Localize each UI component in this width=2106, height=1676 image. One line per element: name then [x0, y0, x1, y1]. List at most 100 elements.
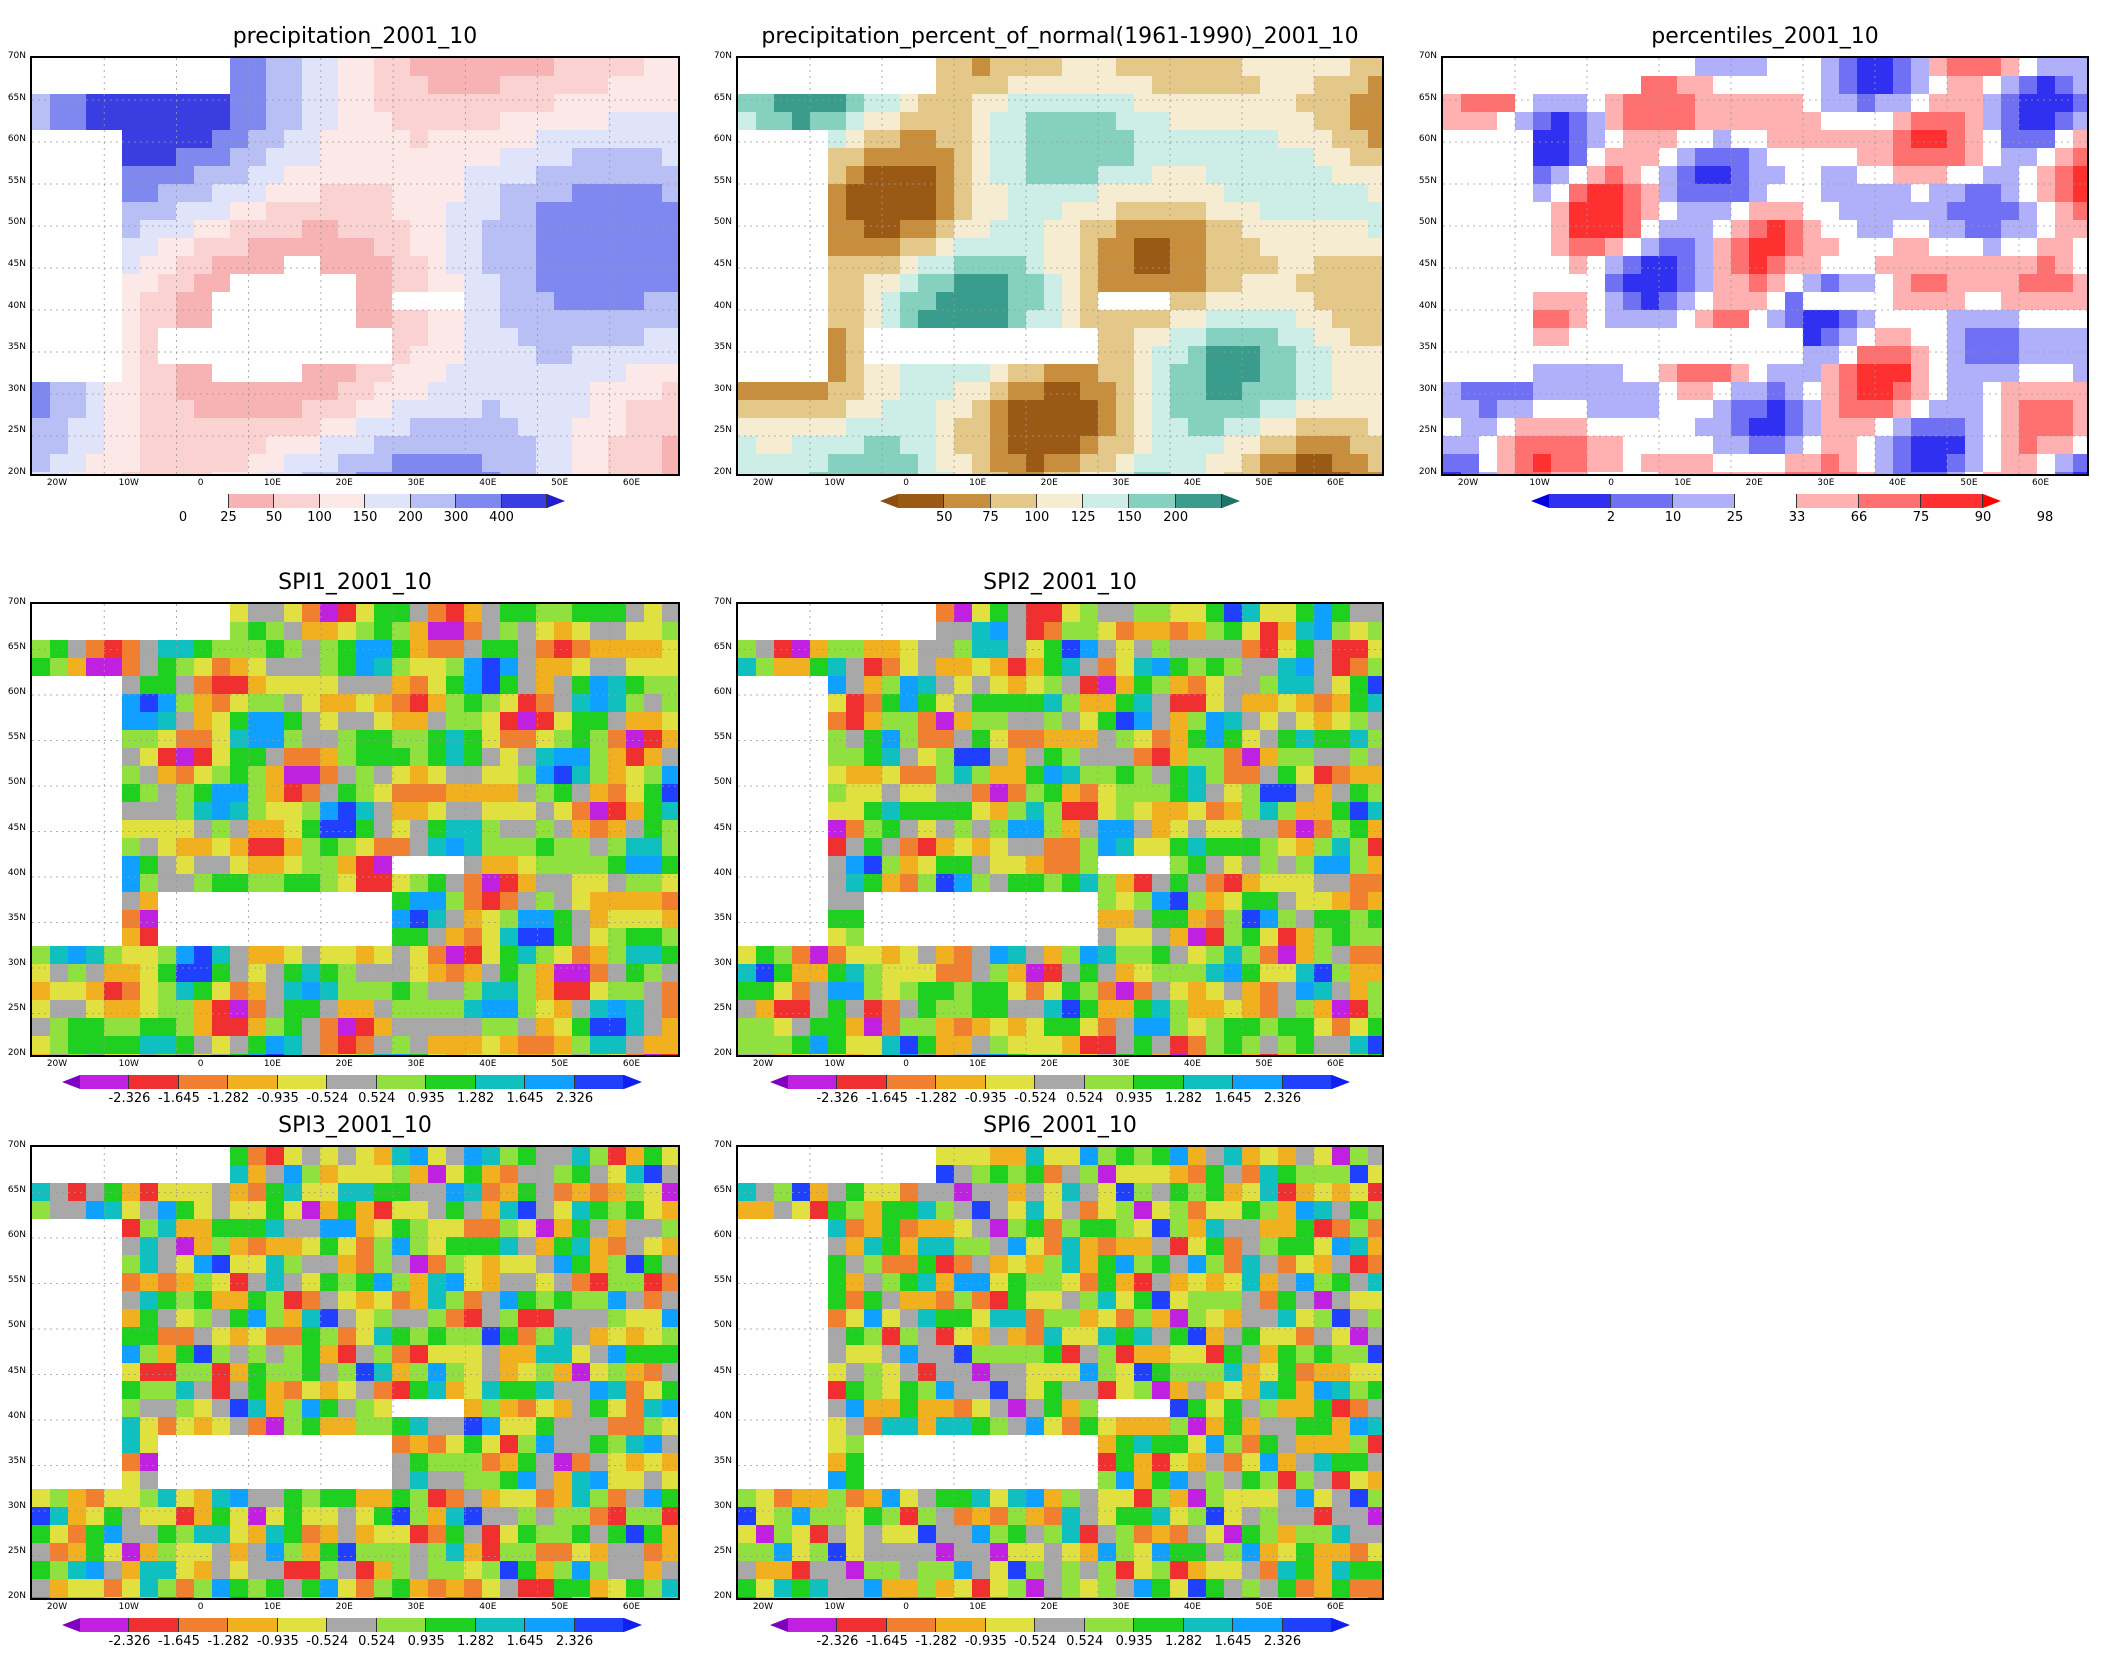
field-cell	[122, 148, 141, 167]
field-cell	[464, 622, 483, 641]
field-cell	[464, 694, 483, 713]
field-cell	[356, 1054, 375, 1057]
field-cell	[900, 418, 919, 437]
field-cell	[302, 310, 321, 329]
field-cell	[554, 712, 573, 731]
field-cell	[284, 982, 303, 1001]
field-cell	[1134, 640, 1153, 659]
field-cell	[1749, 382, 1768, 401]
field-cell	[1332, 274, 1351, 293]
field-cell	[608, 676, 627, 695]
field-cell	[302, 856, 321, 875]
field-cell	[1929, 328, 1948, 347]
field-cell	[320, 694, 339, 713]
field-cell	[1350, 346, 1369, 365]
field-cell	[1875, 346, 1894, 365]
field-cell	[662, 1201, 680, 1220]
field-cell	[140, 676, 159, 695]
field-cell	[662, 748, 680, 767]
field-cell	[1224, 166, 1243, 185]
field-cell	[482, 472, 501, 476]
field-cell	[1332, 730, 1351, 749]
map-area	[736, 602, 1384, 1057]
field-cell	[882, 964, 901, 983]
field-cell	[572, 802, 591, 821]
field-cell	[1713, 274, 1732, 293]
field-cell	[1569, 346, 1588, 365]
field-cell	[1116, 1054, 1135, 1057]
field-cell	[1749, 418, 1768, 437]
field-cell	[572, 982, 591, 1001]
field-cell	[302, 202, 321, 221]
field-cell	[104, 964, 123, 983]
field-cell	[2055, 400, 2074, 419]
field-cell	[626, 418, 645, 437]
field-cell	[266, 130, 285, 149]
field-cell	[1152, 892, 1171, 911]
field-cell	[1839, 364, 1858, 383]
colorbar-segment	[377, 1075, 426, 1089]
latitude-label: 70N	[1413, 51, 1437, 61]
field-cell	[972, 418, 991, 437]
colorbar-tick-label: 100	[307, 510, 332, 525]
field-cell	[1008, 820, 1027, 839]
field-cell	[918, 220, 937, 239]
field-cell	[1116, 910, 1135, 929]
field-cell	[1188, 1054, 1207, 1057]
field-cell	[882, 604, 901, 623]
field-cell	[1857, 382, 1876, 401]
field-cell	[158, 418, 177, 437]
field-cell	[1062, 202, 1081, 221]
field-cell	[464, 838, 483, 857]
latitude-label: 35N	[1413, 342, 1437, 352]
field-cell	[626, 148, 645, 167]
field-cell	[320, 58, 339, 77]
field-cell	[266, 328, 285, 347]
field-cell	[1515, 472, 1534, 476]
field-cell	[266, 112, 285, 131]
field-cell	[500, 454, 519, 473]
field-cell	[1533, 256, 1552, 275]
latitude-label: 40N	[2, 301, 26, 311]
field-cell	[1062, 418, 1081, 437]
field-cell	[86, 766, 105, 785]
field-cell	[248, 1147, 267, 1166]
field-cell	[392, 1000, 411, 1019]
field-cell	[1098, 220, 1117, 239]
field-cell	[1170, 892, 1189, 911]
field-cell	[936, 238, 955, 257]
field-cell	[756, 1000, 775, 1019]
field-cell	[410, 220, 429, 239]
colorbar-tick-label: 400	[489, 510, 514, 525]
field-cell	[1044, 676, 1063, 695]
field-cell	[158, 328, 177, 347]
field-cell	[50, 148, 69, 167]
field-cell	[1479, 94, 1498, 113]
field-cell	[1785, 238, 1804, 257]
field-cell	[936, 820, 955, 839]
field-cell	[1731, 382, 1750, 401]
field-cell	[644, 472, 663, 476]
field-cell	[1350, 640, 1369, 659]
field-cell	[972, 274, 991, 293]
field-cell	[1713, 166, 1732, 185]
field-cell	[1821, 166, 1840, 185]
field-cell	[1260, 874, 1279, 893]
field-cell	[864, 622, 883, 641]
colorbar-tick-label: 150	[1117, 510, 1142, 525]
field-cell	[266, 928, 285, 947]
field-cell	[1839, 454, 1858, 473]
field-cell	[1044, 112, 1063, 131]
field-cell	[1044, 274, 1063, 293]
field-cell	[1713, 400, 1732, 419]
field-cell	[1098, 1036, 1117, 1055]
field-cell	[338, 364, 357, 383]
field-cell	[1278, 658, 1297, 677]
field-cell	[1929, 112, 1948, 131]
field-cell	[828, 58, 847, 77]
field-cell	[1368, 658, 1384, 677]
field-cell	[810, 640, 829, 659]
field-cell	[302, 292, 321, 311]
field-cell	[1695, 112, 1714, 131]
field-cell	[194, 184, 213, 203]
